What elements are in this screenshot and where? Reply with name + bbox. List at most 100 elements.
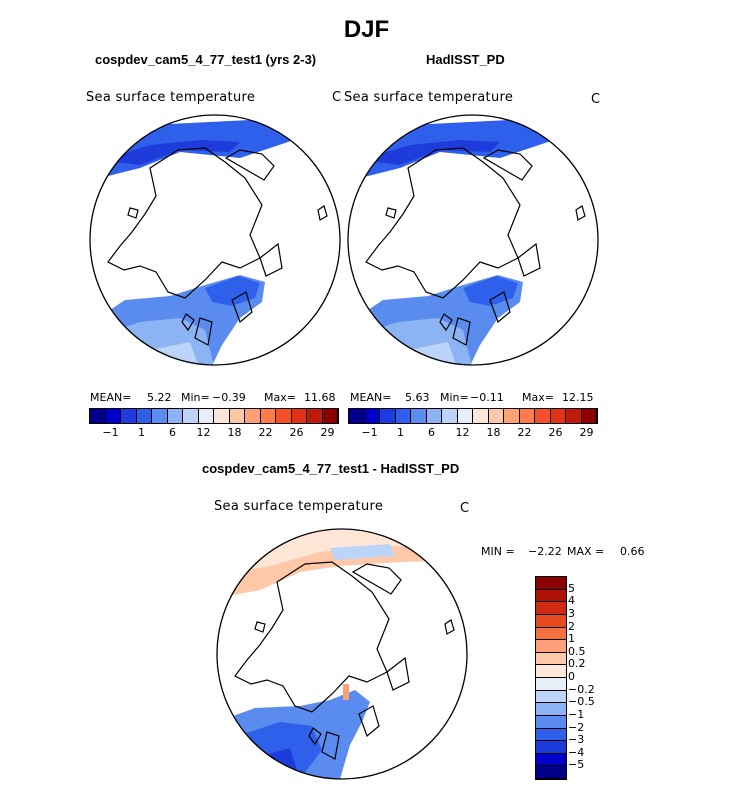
colorbar-swatch [536, 665, 566, 678]
colorbar-swatch [214, 409, 230, 423]
colorbar-tick-label: 29 [579, 426, 594, 439]
colorbar-tick-label: 26 [548, 426, 563, 439]
figure-title: DJF [343, 16, 390, 43]
colorbar-swatch [536, 627, 566, 641]
diff-max-label: MAX = [567, 545, 605, 558]
panel-2-colorbar [348, 408, 598, 424]
colorbar-swatch [473, 409, 489, 423]
panel-1-max-value: 11.68 [304, 391, 336, 404]
panel-2-min-label: Min= [440, 391, 469, 404]
panel-2-mean-value: 5.63 [405, 391, 430, 404]
panel-2-min-value: −0.11 [470, 391, 504, 404]
colorbar-tick-label: 22 [258, 426, 273, 439]
colorbar-tick-label: −3 [568, 733, 585, 747]
panel-2-field-label: Sea surface temperature [344, 90, 514, 105]
diff-map [217, 529, 467, 779]
colorbar-swatch [136, 409, 152, 423]
panel-1-min-value: −0.39 [212, 391, 246, 404]
colorbar-tick-label: 1 [568, 632, 575, 646]
diff-max-value: 0.66 [620, 545, 645, 558]
panel-2-max-value: 12.15 [562, 391, 594, 404]
colorbar-tick-label: 0.2 [568, 657, 586, 671]
diff-min-label: MIN = [481, 545, 515, 558]
panel-1-mean-label: MEAN= [90, 391, 132, 404]
panel-1-map [90, 115, 340, 365]
colorbar-swatch [536, 741, 566, 754]
panel-2-case-title: HadISST_PD [426, 52, 505, 67]
colorbar-tick-label: 5 [568, 581, 575, 595]
colorbar-tick-label: −0.5 [568, 695, 595, 709]
colorbar-tick-label: 12 [196, 426, 211, 439]
colorbar-tick-label: 18 [227, 426, 242, 439]
colorbar-swatch [426, 409, 442, 423]
colorbar-swatch [183, 409, 199, 423]
colorbar-swatch [536, 589, 566, 603]
colorbar-swatch [566, 409, 582, 423]
colorbar-swatch [121, 409, 137, 423]
diff-colorbar [535, 576, 567, 780]
colorbar-swatch [380, 409, 396, 423]
colorbar-swatch [536, 577, 566, 590]
colorbar-tick-label: 6 [169, 426, 176, 439]
colorbar-swatch [349, 409, 365, 423]
colorbar-tick-label: −4 [568, 745, 585, 759]
colorbar-swatch [535, 409, 551, 423]
colorbar-swatch [322, 409, 338, 423]
colorbar-tick-label: 26 [289, 426, 304, 439]
colorbar-tick-label: 1 [138, 426, 145, 439]
colorbar-swatch [536, 728, 566, 742]
colorbar-swatch [536, 652, 566, 666]
colorbar-swatch [581, 409, 597, 423]
panel-1-case-title: cospdev_cam5_4_77_test1 (yrs 2-3) [95, 52, 317, 67]
colorbar-tick-label: 0.5 [568, 644, 586, 658]
colorbar-swatch [90, 409, 106, 423]
colorbar-swatch [276, 409, 292, 423]
colorbar-swatch [536, 602, 566, 615]
colorbar-tick-label: 22 [517, 426, 532, 439]
colorbar-swatch [550, 409, 566, 423]
colorbar-swatch [536, 640, 566, 653]
colorbar-tick-label: 29 [320, 426, 335, 439]
colorbar-swatch [536, 715, 566, 729]
panel-1-units: C [332, 90, 342, 105]
panel-2-units: C [591, 92, 601, 107]
panel-1-colorbar [89, 408, 339, 424]
colorbar-tick-label: 1 [397, 426, 404, 439]
colorbar-swatch [152, 409, 168, 423]
colorbar-tick-label: 6 [428, 426, 435, 439]
panel-1-mean-value: 5.22 [147, 391, 172, 404]
colorbar-swatch [519, 409, 535, 423]
colorbar-swatch [167, 409, 183, 423]
colorbar-swatch [488, 409, 504, 423]
colorbar-swatch [536, 614, 566, 628]
colorbar-tick-label: −2 [568, 720, 585, 734]
diff-field-label: Sea surface temperature [214, 499, 384, 514]
colorbar-swatch [536, 690, 566, 704]
colorbar-tick-label: −5 [568, 758, 585, 772]
panel-2-map [348, 115, 598, 365]
colorbar-swatch [504, 409, 520, 423]
colorbar-tick-label: −1 [568, 707, 585, 721]
colorbar-swatch [536, 678, 566, 691]
colorbar-tick-label: −0.2 [568, 682, 595, 696]
colorbar-swatch [307, 409, 323, 423]
colorbar-swatch [536, 766, 566, 779]
colorbar-tick-label: 12 [455, 426, 470, 439]
colorbar-tick-label: 0 [568, 670, 575, 683]
diff-title: cospdev_cam5_4_77_test1 - HadISST_PD [202, 461, 460, 476]
panel-1-min-label: Min= [181, 391, 210, 404]
colorbar-tick-label: 3 [568, 606, 575, 620]
panel-2-max-label: Max= [522, 391, 554, 404]
colorbar-swatch [245, 409, 261, 423]
diff-min-value: −2.22 [528, 545, 562, 558]
colorbar-tick-label: 4 [568, 594, 575, 608]
panel-2-mean-label: MEAN= [350, 391, 392, 404]
colorbar-swatch [105, 409, 121, 423]
panel-1-max-label: Max= [264, 391, 296, 404]
colorbar-tick-label: −1 [361, 426, 378, 439]
colorbar-swatch [291, 409, 307, 423]
colorbar-swatch [411, 409, 427, 423]
colorbar-swatch [364, 409, 380, 423]
colorbar-swatch [442, 409, 458, 423]
